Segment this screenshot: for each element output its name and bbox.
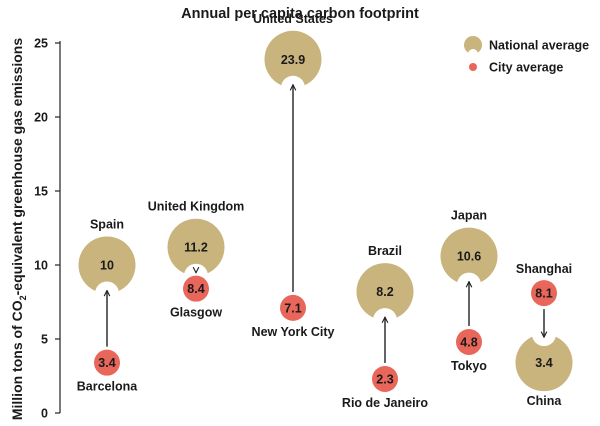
national-value-label: 8.2 (376, 285, 393, 299)
y-axis-label: Million tons of CO2-equivalent greenhous… (9, 38, 28, 421)
city-value-label: 4.8 (460, 335, 477, 349)
y-tick-label: 25 (34, 37, 48, 51)
city-value-label: 3.4 (98, 356, 115, 370)
chart-title: Annual per capita carbon footprint (181, 6, 419, 22)
city-average-circle (531, 280, 557, 307)
national-average-circle (78, 236, 136, 294)
national-average-circle (167, 218, 225, 276)
city-label: Barcelona (77, 380, 138, 394)
legend: National average City average (464, 36, 589, 75)
city-average-circle (94, 349, 120, 376)
national-average-circle (440, 227, 498, 285)
legend-city-swatch (469, 63, 477, 71)
country-label: China (527, 394, 563, 408)
national-average-circle (356, 263, 414, 321)
y-tick-label: 5 (41, 333, 48, 347)
city-average-circle (183, 275, 209, 302)
city-average-circle (372, 365, 398, 392)
city-label: Glasgow (170, 306, 222, 320)
country-label: Spain (90, 218, 124, 232)
y-tick-label: 20 (34, 111, 48, 125)
city-value-label: 7.1 (284, 301, 301, 315)
national-value-label: 10 (100, 259, 114, 273)
y-tick-label: 0 (41, 407, 48, 421)
city-average-circle (280, 294, 306, 321)
y-axis: 0 5 10 15 20 25 (34, 37, 61, 421)
country-label: Japan (451, 209, 487, 223)
legend-national-label: National average (489, 39, 589, 53)
national-average-circle (515, 334, 573, 392)
city-label: Tokyo (451, 359, 487, 373)
city-value-label: 8.1 (535, 287, 552, 301)
city-average-circle (456, 328, 482, 355)
y-tick-label: 10 (34, 259, 48, 273)
country-label: Brazil (368, 244, 402, 258)
city-label: Shanghai (516, 262, 572, 276)
legend-national-swatch-notch (468, 49, 478, 59)
y-axis-label-part-2: -equivalent greenhouse gas emissions (9, 38, 25, 296)
national-value-label: 11.2 (184, 241, 208, 255)
country-label: United Kingdom (148, 200, 245, 214)
y-tick-label: 15 (34, 185, 48, 199)
y-axis-label-subscript: 2 (18, 295, 28, 300)
national-average-circle (264, 30, 322, 88)
city-label: Rio de Janeiro (342, 396, 428, 410)
legend-city-label: City average (489, 61, 563, 75)
national-value-label: 10.6 (457, 250, 481, 264)
y-axis-label-part-1: Million tons of CO (9, 300, 25, 420)
data-marks: 10 3.4 Spain Barcelona 11.2 8.4 United Kingdom… (77, 12, 573, 410)
city-value-label: 2.3 (376, 372, 393, 386)
national-value-label: 23.9 (281, 53, 305, 67)
legend-national-swatch (464, 36, 482, 54)
city-value-label: 8.4 (187, 282, 204, 296)
city-label: New York City (252, 325, 335, 339)
national-value-label: 3.4 (535, 356, 552, 370)
country-label: United States (253, 12, 333, 26)
